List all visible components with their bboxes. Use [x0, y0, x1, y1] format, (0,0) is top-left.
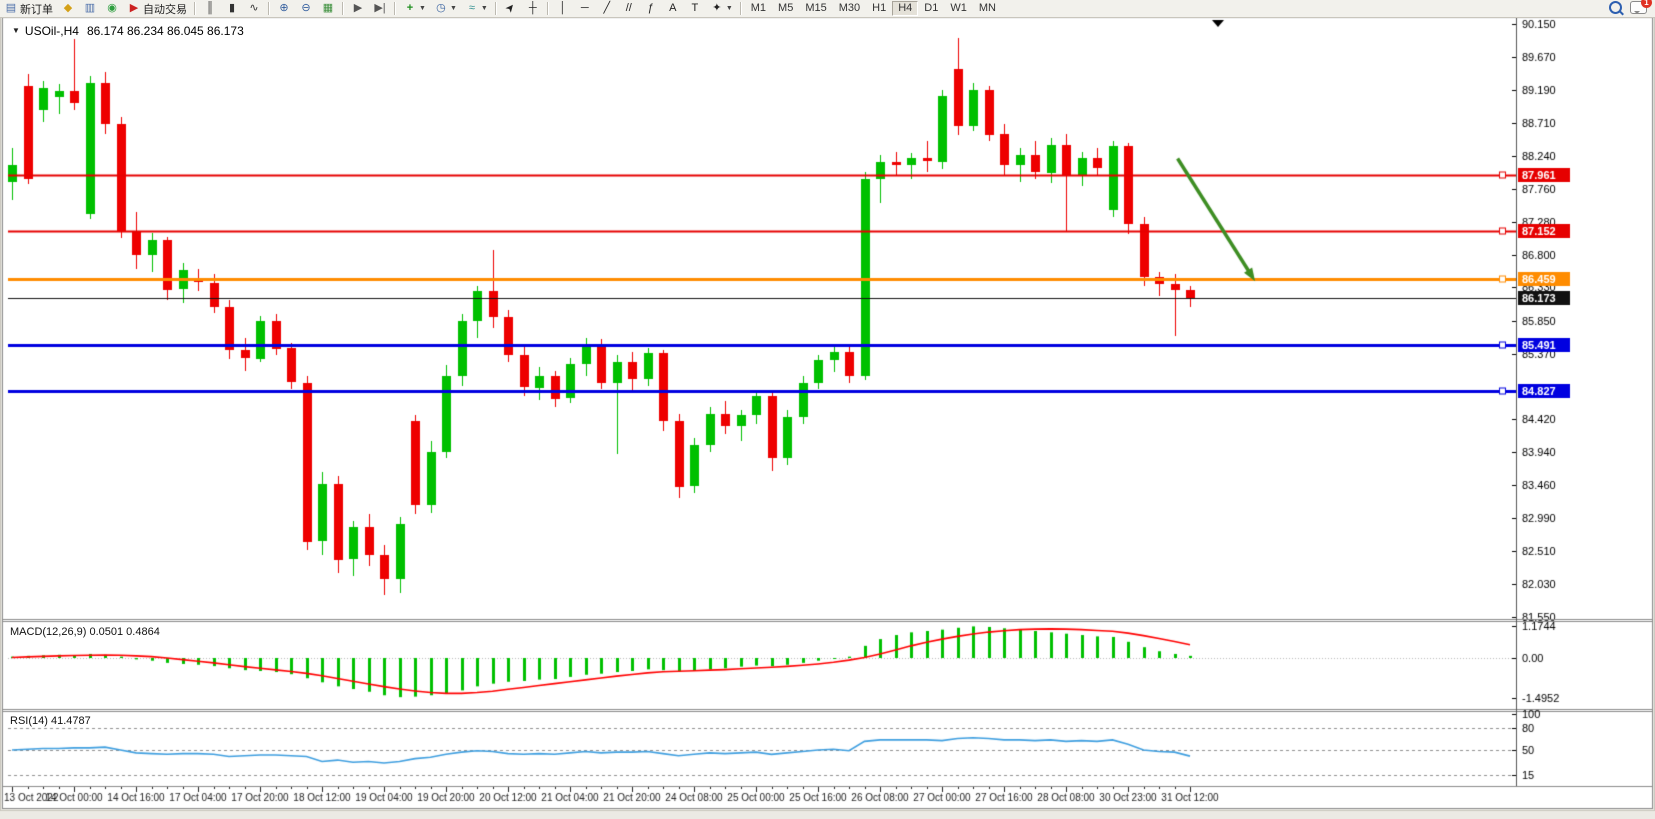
auto-scroll-icon: ▶ — [353, 2, 363, 14]
autotrade-button[interactable]: ▶ 自动交易 — [124, 1, 190, 16]
text-button[interactable]: A — [663, 1, 683, 16]
h-line-icon: ─ — [580, 2, 589, 14]
market-watch-icon: ◆ — [63, 2, 73, 14]
timeframe-h1-button[interactable]: H1 — [872, 2, 887, 14]
chevron-down-icon[interactable]: ▼ — [480, 5, 488, 12]
toolbar-separator — [268, 2, 270, 15]
arrows-icon: ✦ — [712, 2, 722, 14]
zoom-in-icon: ⊕ — [279, 2, 289, 14]
chart-collapse-icon[interactable]: ▼ — [12, 26, 20, 35]
new-chart-button[interactable]: + ▼ — [400, 1, 429, 16]
candlestick-chart-button[interactable]: ▮ — [222, 1, 242, 16]
templates-icon: ≈ — [468, 2, 475, 14]
tile-windows-icon: ▦ — [322, 2, 334, 14]
main-toolbar: ▤ 新订单 ◆ ▥ ◉ ▶ 自动交易 ║ ▮ ∿ ⊕ ⊖ ▦ ▶ ▶| + ▼ ◷ ▼ ≈ ▼ ➤ ┼ │ ─ ╱//ƒ A T ✦ ▼ M… — [0, 0, 1655, 18]
auto-scroll-button[interactable]: ▶ — [348, 1, 368, 16]
chart-ohlc-values: 86.174 86.234 86.045 86.173 — [86, 24, 244, 38]
signals-icon: ◉ — [107, 2, 117, 14]
toolbar-separator — [739, 2, 742, 15]
new-order-label: 新订单 — [20, 3, 53, 16]
zoom-out-icon: ⊖ — [301, 2, 311, 14]
macd-values: 0.0501 0.4864 — [89, 626, 160, 638]
crosshair-button[interactable]: ┼ — [523, 1, 543, 16]
horizontal-line-button[interactable]: ─ — [575, 1, 595, 16]
chart-shift-icon: ▶| — [374, 2, 386, 14]
new-order-icon: ▤ — [5, 2, 17, 14]
toolbar-right-group: 1 — [1609, 0, 1652, 14]
chat-icon[interactable]: 1 — [1630, 0, 1652, 14]
new-order-button[interactable]: ▤ 新订单 — [1, 1, 56, 16]
notification-badge: 1 — [1641, 0, 1652, 8]
crosshair-icon: ┼ — [528, 2, 537, 14]
templates-button[interactable]: ≈ ▼ — [462, 1, 491, 16]
macd-name: MACD(12,26,9) — [10, 626, 87, 638]
timeframe-d1-button[interactable]: D1 — [924, 2, 939, 14]
bar-chart-icon: ║ — [206, 2, 214, 14]
fibo-icon: ƒ — [647, 2, 654, 14]
v-line-icon: │ — [559, 2, 567, 14]
rsi-indicator-label: RSI(14) 41.4787 — [10, 715, 91, 727]
macd-indicator-label: MACD(12,26,9) 0.0501 0.4864 — [10, 626, 160, 638]
equidistant-channel-button[interactable]: // — [619, 1, 639, 16]
text-icon: A — [669, 2, 677, 14]
search-icon[interactable] — [1609, 1, 1622, 14]
cursor-button[interactable]: ➤ — [501, 1, 521, 16]
new-chart-icon: + — [406, 2, 414, 14]
timeframe-h4-button[interactable]: H4 — [892, 1, 919, 16]
toolbar-separator — [194, 2, 196, 15]
chevron-down-icon[interactable]: ▼ — [419, 5, 426, 12]
timeframe-m15-button[interactable]: M15 — [805, 2, 827, 14]
trend-line-icon: ╱ — [603, 2, 611, 14]
text-label-button[interactable]: T — [685, 1, 705, 16]
cursor-icon: ➤ — [502, 0, 518, 16]
zoom-out-button[interactable]: ⊖ — [296, 1, 316, 16]
rsi-name: RSI(14) — [10, 715, 48, 727]
toolbar-separator — [494, 2, 497, 15]
data-window-button[interactable]: ▥ — [80, 1, 100, 16]
trend-line-button[interactable]: ╱ — [597, 1, 617, 16]
chart-shift-button[interactable]: ▶| — [370, 1, 390, 16]
toolbar-separator — [546, 2, 549, 15]
line-chart-icon: ∿ — [249, 2, 259, 14]
toolbar-separator — [394, 2, 396, 15]
timeframe-m30-button[interactable]: M30 — [838, 2, 861, 14]
data-window-icon: ▥ — [84, 2, 96, 14]
bar-chart-button[interactable]: ║ — [200, 1, 220, 16]
text-label-icon: T — [691, 2, 699, 14]
candle-chart-icon: ▮ — [228, 2, 236, 14]
arrows-button[interactable]: ✦ ▼ — [707, 1, 736, 16]
timeframe-mn-button[interactable]: MN — [978, 2, 996, 14]
chart-title: ▼ USOil-,H4 86.174 86.234 86.045 86.173 — [12, 24, 244, 38]
profiles-icon: ◷ — [436, 2, 446, 14]
rsi-value: 41.4787 — [50, 715, 91, 727]
market-watch-button[interactable]: ◆ — [58, 1, 78, 16]
chart-symbol-label: USOil-,H4 — [24, 24, 79, 38]
vertical-line-button[interactable]: │ — [553, 1, 573, 16]
autotrade-icon: ▶ — [129, 2, 139, 14]
signals-button[interactable]: ◉ — [102, 1, 122, 16]
profiles-button[interactable]: ◷ ▼ — [431, 1, 460, 16]
line-chart-button[interactable]: ∿ — [244, 1, 264, 16]
zoom-in-button[interactable]: ⊕ — [274, 1, 294, 16]
autotrade-label: 自动交易 — [143, 3, 187, 16]
chevron-down-icon[interactable]: ▼ — [449, 5, 457, 12]
toolbar-separator — [342, 2, 344, 15]
fibonacci-button[interactable]: ƒ — [641, 1, 661, 16]
chevron-down-icon[interactable]: ▼ — [725, 5, 733, 12]
channel-icon: // — [625, 2, 632, 14]
timeframe-w1-button[interactable]: W1 — [950, 2, 967, 14]
timeframe-m1-button[interactable]: M1 — [750, 2, 767, 14]
timeframe-m5-button[interactable]: M5 — [778, 2, 794, 14]
tile-windows-button[interactable]: ▦ — [318, 1, 338, 16]
